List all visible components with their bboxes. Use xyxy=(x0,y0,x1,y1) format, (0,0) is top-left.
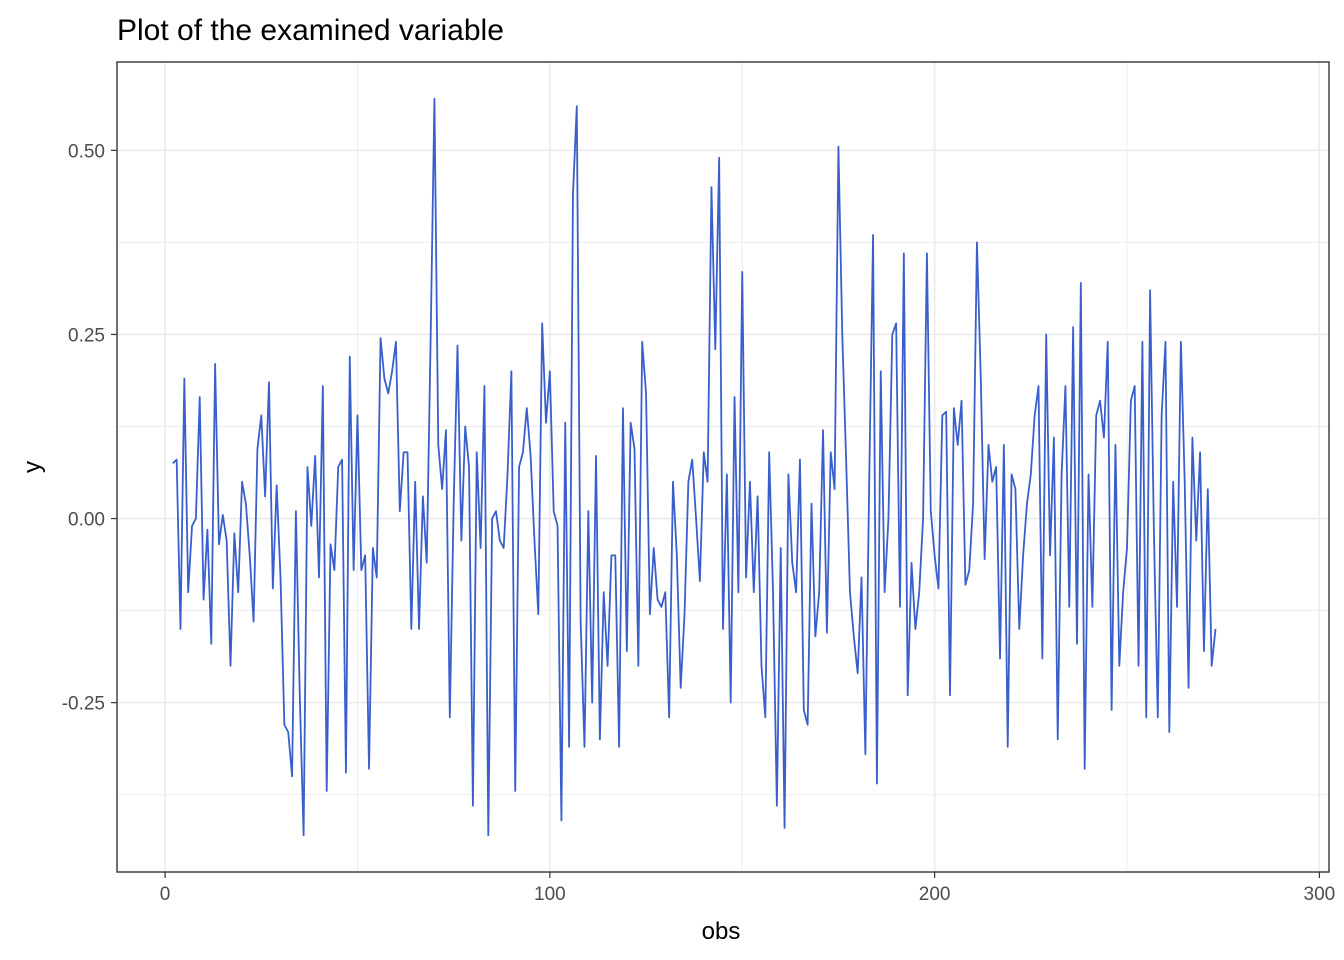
y-tick-label: 0.00 xyxy=(68,510,105,531)
y-axis: 0.50 0.25 0.00 -0.25 xyxy=(62,141,117,715)
y-tick-label: -0.25 xyxy=(62,694,105,715)
panel-background xyxy=(117,62,1329,872)
x-axis: 0 100 200 300 xyxy=(160,872,1335,905)
chart-title: Plot of the examined variable xyxy=(117,14,504,47)
x-tick-label: 200 xyxy=(919,884,951,905)
panel-border xyxy=(116,61,1330,873)
x-tick-label: 100 xyxy=(534,884,566,905)
y-tick-label: 0.25 xyxy=(68,325,105,346)
x-axis-title: obs xyxy=(702,918,741,945)
x-tick-label: 300 xyxy=(1304,884,1336,905)
y-axis-title: y xyxy=(19,461,46,473)
plot-panel xyxy=(116,61,1330,873)
y-tick-label: 0.50 xyxy=(68,141,105,162)
x-tick-label: 0 xyxy=(160,884,171,905)
series-line xyxy=(172,97,1217,837)
